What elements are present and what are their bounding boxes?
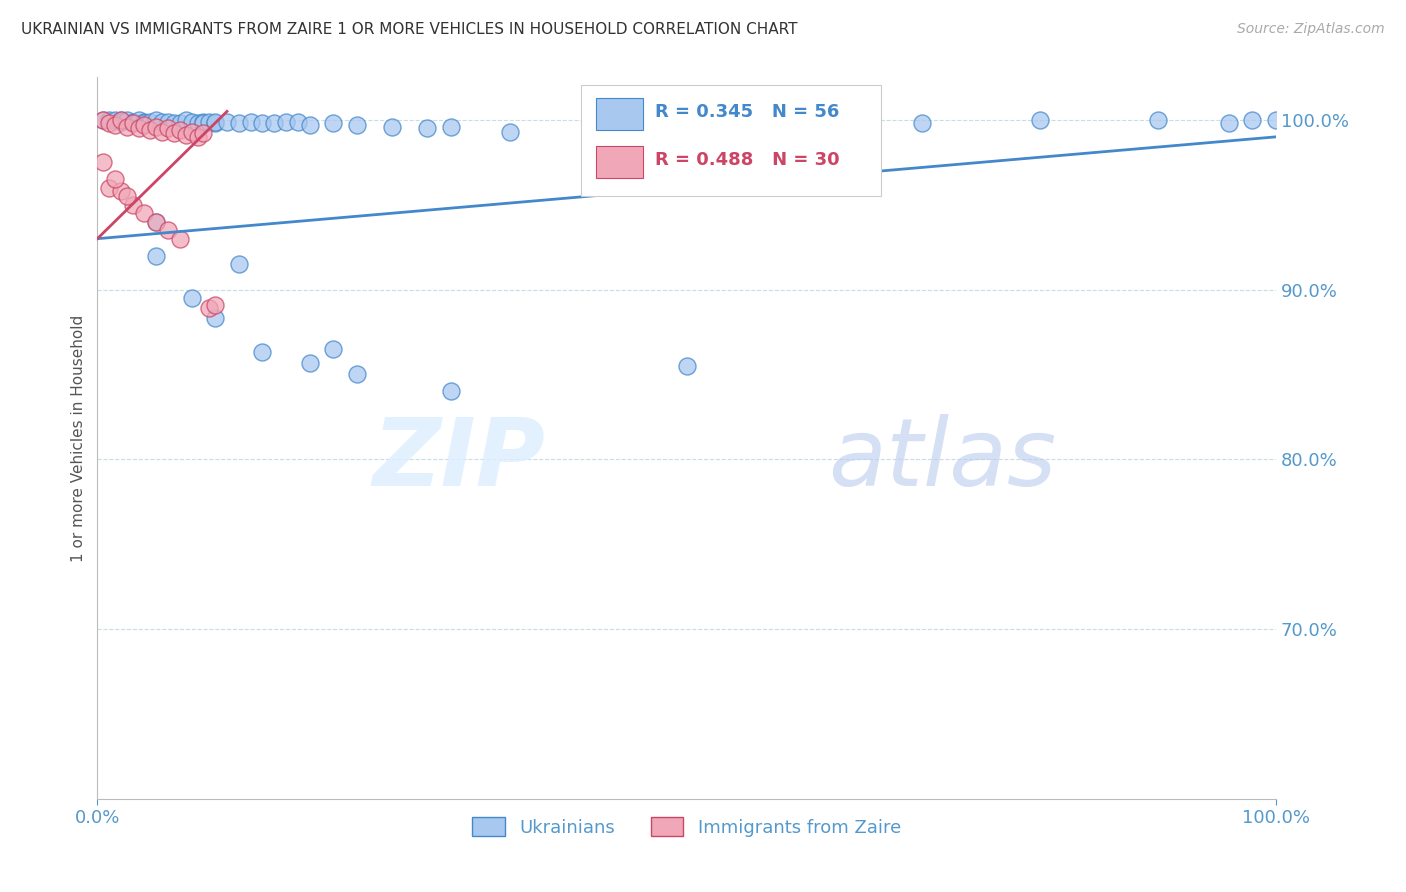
Point (322, 342, 344, 356)
Point (1147, 112, 1170, 127)
Point (346, 368, 368, 382)
Point (134, 206, 156, 220)
Point (180, 125, 202, 139)
Point (228, 257, 250, 271)
Point (110, 112, 132, 127)
Point (198, 114, 221, 128)
Point (104, 118, 127, 132)
Point (1029, 112, 1052, 127)
Point (134, 116, 156, 130)
Point (186, 129, 208, 144)
Point (169, 232, 191, 246)
Point (1265, 112, 1288, 127)
Point (263, 116, 285, 130)
Point (911, 116, 934, 130)
Legend: Ukrainians, Immigrants from Zaire: Ukrainians, Immigrants from Zaire (465, 810, 908, 844)
Point (115, 120, 138, 134)
FancyBboxPatch shape (596, 97, 643, 130)
Point (204, 116, 226, 130)
Point (115, 112, 138, 127)
Point (163, 116, 186, 130)
Point (204, 114, 226, 128)
Text: R = 0.345   N = 56: R = 0.345 N = 56 (655, 103, 839, 121)
Point (121, 116, 143, 130)
Point (98, 116, 121, 130)
Text: UKRAINIAN VS IMMIGRANTS FROM ZAIRE 1 OR MORE VEHICLES IN HOUSEHOLD CORRELATION C: UKRAINIAN VS IMMIGRANTS FROM ZAIRE 1 OR … (21, 22, 797, 37)
Point (169, 116, 191, 130)
Point (139, 123, 162, 137)
Point (193, 127, 215, 141)
Point (139, 114, 162, 128)
Point (121, 114, 143, 128)
Point (204, 311, 226, 326)
Point (186, 116, 208, 130)
FancyBboxPatch shape (581, 85, 882, 196)
Point (198, 301, 221, 316)
Point (416, 121, 439, 136)
Point (91, 112, 114, 127)
Point (145, 249, 167, 263)
Point (228, 116, 250, 130)
Point (128, 112, 150, 127)
Point (298, 118, 321, 132)
Point (98, 181, 121, 195)
Point (1241, 112, 1264, 127)
Point (145, 215, 167, 229)
Point (298, 356, 321, 370)
Point (110, 114, 132, 128)
Point (193, 114, 215, 128)
Y-axis label: 1 or more Vehicles in Household: 1 or more Vehicles in Household (72, 315, 86, 562)
Point (252, 116, 274, 130)
Point (91, 155, 114, 169)
Point (98, 112, 121, 127)
Point (134, 118, 156, 132)
Point (381, 120, 404, 134)
Text: R = 0.488   N = 30: R = 0.488 N = 30 (655, 152, 839, 169)
Point (440, 384, 463, 399)
Point (239, 114, 262, 128)
Text: atlas: atlas (828, 414, 1056, 505)
Point (346, 118, 368, 132)
Point (675, 359, 697, 373)
Point (193, 116, 215, 130)
Text: ZIP: ZIP (373, 414, 546, 506)
Point (215, 114, 238, 128)
Point (163, 127, 186, 141)
Point (322, 116, 344, 130)
Point (169, 123, 191, 137)
Point (91, 112, 114, 127)
FancyBboxPatch shape (596, 146, 643, 178)
Point (121, 198, 143, 212)
Point (145, 112, 167, 127)
Point (180, 291, 202, 305)
Point (110, 184, 132, 198)
Point (499, 125, 522, 139)
Point (128, 121, 150, 136)
Point (440, 120, 463, 134)
Point (150, 114, 173, 128)
Point (287, 114, 309, 128)
Point (204, 298, 226, 312)
Point (150, 125, 173, 139)
Point (134, 114, 156, 128)
Point (1218, 116, 1240, 130)
Point (174, 128, 197, 143)
Point (252, 345, 274, 359)
Point (793, 112, 815, 127)
Point (274, 114, 297, 128)
Text: Source: ZipAtlas.com: Source: ZipAtlas.com (1237, 22, 1385, 37)
Point (157, 223, 180, 237)
Point (104, 172, 127, 186)
Point (110, 112, 132, 127)
Point (145, 120, 167, 134)
Point (174, 112, 197, 127)
Point (104, 112, 127, 127)
Point (145, 215, 167, 229)
Point (115, 189, 138, 203)
Point (180, 114, 202, 128)
Point (157, 121, 180, 136)
Point (157, 114, 180, 128)
